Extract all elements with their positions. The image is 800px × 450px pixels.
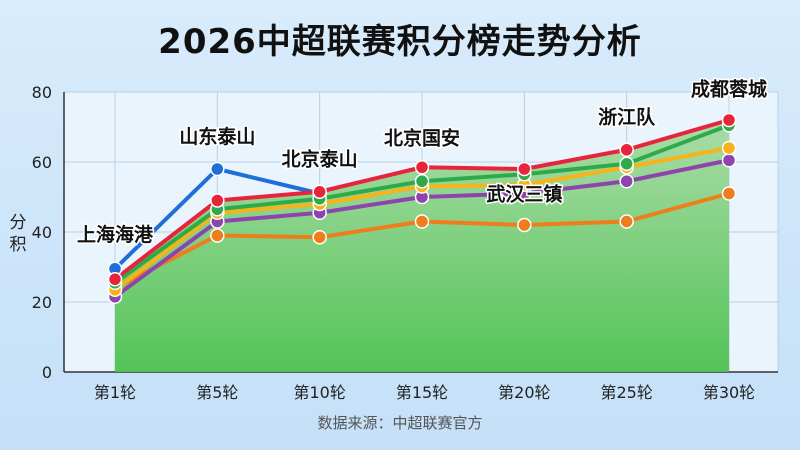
team-annotation: 山东泰山 [179, 125, 255, 148]
data-point [210, 228, 225, 243]
data-point [414, 174, 430, 189]
data-point [517, 161, 532, 177]
data-point [721, 186, 737, 201]
y-tick-label: 60 [32, 153, 52, 172]
data-point [619, 156, 634, 171]
data-point [312, 184, 327, 199]
x-tick-label: 第5轮 [196, 383, 238, 402]
data-point [721, 153, 737, 168]
data-point [414, 160, 430, 175]
data-point [517, 217, 532, 233]
y-tick-label: 80 [32, 83, 52, 102]
data-point [210, 161, 225, 177]
x-tick-label: 第20轮 [498, 383, 550, 402]
y-tick-label: 0 [42, 363, 52, 382]
data-point [414, 214, 430, 229]
team-annotation: 上海海港 [77, 223, 154, 246]
x-tick-label: 第25轮 [600, 383, 652, 402]
data-point [210, 193, 225, 208]
data-point [107, 272, 123, 287]
team-annotation: 武汉三镇 [486, 183, 562, 206]
team-annotation: 北京泰山 [282, 148, 358, 171]
chart-title: 2026中超联赛积分榜走势分析 [158, 22, 642, 62]
area-fill [115, 120, 729, 372]
team-annotation: 北京国安 [384, 127, 460, 150]
data-point [619, 214, 634, 229]
team-annotation: 成都蓉城 [691, 78, 767, 101]
team-annotation: 浙江队 [598, 106, 656, 129]
data-source-note: 数据来源：中超联赛官方 [317, 414, 483, 432]
y-tick-label: 20 [32, 293, 52, 312]
data-point [721, 112, 737, 128]
y-axis-label: 分 [10, 213, 27, 233]
data-point [619, 174, 634, 189]
x-tick-label: 第1轮 [94, 383, 136, 402]
data-point [721, 140, 737, 156]
x-tick-label: 第30轮 [703, 383, 755, 402]
y-axis-label: 积 [10, 235, 27, 255]
data-point [619, 142, 634, 157]
x-tick-label: 第10轮 [293, 383, 345, 402]
data-point [312, 230, 327, 245]
x-tick-label: 第15轮 [396, 383, 448, 402]
y-tick-label: 40 [32, 223, 52, 242]
